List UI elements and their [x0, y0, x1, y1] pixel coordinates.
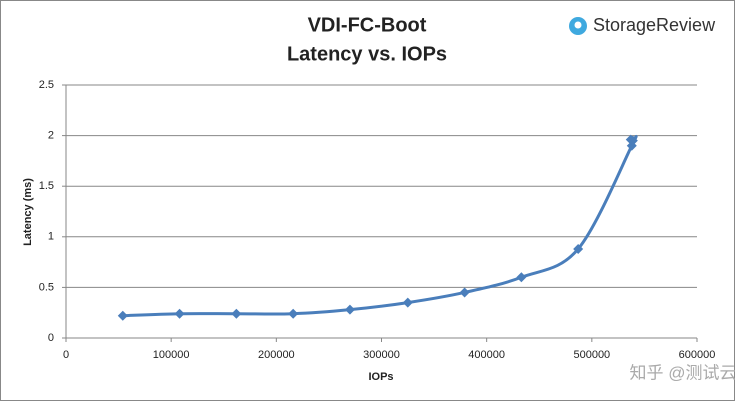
x-tick-label: 400000 [468, 349, 505, 361]
data-point [344, 304, 355, 315]
brand-name: StorageReview [593, 15, 716, 35]
logo-icon-dot [574, 21, 582, 29]
y-tick-label: 2 [48, 130, 54, 142]
x-tick-label: 100000 [153, 349, 190, 361]
chart-subtitle: Latency vs. IOPs [287, 43, 447, 65]
data-point [231, 308, 242, 319]
x-tick-label: 500000 [573, 349, 610, 361]
y-tick-label: 0.5 [39, 281, 54, 293]
y-tick-label: 1 [48, 231, 54, 243]
brand-logo: StorageReview [569, 15, 716, 35]
data-point [174, 308, 185, 319]
data-point [573, 243, 584, 254]
y-tick-label: 1.5 [39, 180, 54, 192]
x-tick-label: 200000 [258, 349, 295, 361]
data-point [288, 308, 299, 319]
data-point [459, 287, 470, 298]
y-tick-label: 0 [48, 332, 54, 344]
x-tick-label: 0 [63, 349, 69, 361]
watermark: 知乎 @测试云 [630, 363, 735, 382]
data-point [402, 297, 413, 308]
data-point [516, 272, 527, 283]
x-tick-label: 600000 [679, 349, 716, 361]
data-point [625, 134, 636, 145]
data-point [117, 310, 128, 321]
x-tick-label: 300000 [363, 349, 400, 361]
x-axis-title: IOPs [368, 371, 393, 383]
y-axis-title: Latency (ms) [22, 178, 34, 246]
y-tick-label: 2.5 [39, 79, 54, 91]
chart-title: VDI-FC-Boot [308, 14, 427, 36]
